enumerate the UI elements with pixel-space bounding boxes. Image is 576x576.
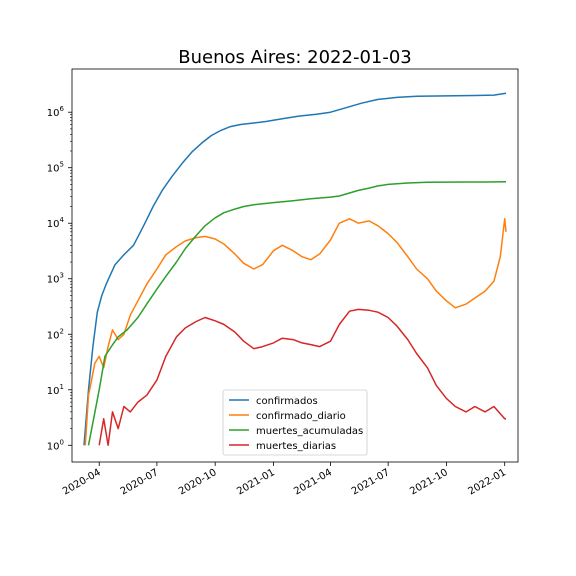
y-tick-base: 10 <box>47 164 60 175</box>
series-line-confirmados <box>83 92 507 446</box>
series-line-confirmado-diario <box>84 218 507 446</box>
y-tick-base: 10 <box>47 441 60 452</box>
y-tick-label: 102 <box>47 327 64 341</box>
y-tick-label: 104 <box>47 216 65 230</box>
legend-box <box>222 389 368 456</box>
y-tick-base: 10 <box>47 330 60 341</box>
y-tick-exponent: 4 <box>60 216 65 224</box>
legend-label: confirmados <box>256 396 318 407</box>
legend-label: confirmado_diario <box>256 411 346 422</box>
y-tick-label: 101 <box>47 383 64 397</box>
legend: confirmados confirmado_diario muertes_acum… <box>222 389 368 456</box>
y-tick-exponent: 1 <box>60 383 64 391</box>
y-tick-exponent: 3 <box>60 272 64 280</box>
y-tick-exponent: 6 <box>60 105 65 113</box>
y-tick-exponent: 5 <box>60 161 64 169</box>
legend-label: muertes_acumuladas <box>256 426 363 437</box>
y-tick-base: 10 <box>47 219 60 230</box>
y-tick-label: 105 <box>47 161 64 175</box>
legend-label: muertes_diarias <box>256 441 336 452</box>
y-tick-base: 10 <box>47 108 60 119</box>
y-tick-base: 10 <box>47 386 60 397</box>
y-tick-base: 10 <box>47 275 60 286</box>
y-tick-exponent: 2 <box>60 327 64 335</box>
plot-area <box>83 92 507 447</box>
y-tick-label: 103 <box>47 272 64 286</box>
plot-frame <box>71 68 519 463</box>
y-tick-label: 106 <box>47 105 65 119</box>
series-line-muertes-acumuladas <box>87 181 507 446</box>
y-tick-label: 100 <box>47 438 64 452</box>
series-line-muertes-diarias <box>98 308 506 447</box>
chart-title: Buenos Aires: 2022-01-03 <box>178 47 412 68</box>
y-tick-exponent: 0 <box>60 438 64 446</box>
